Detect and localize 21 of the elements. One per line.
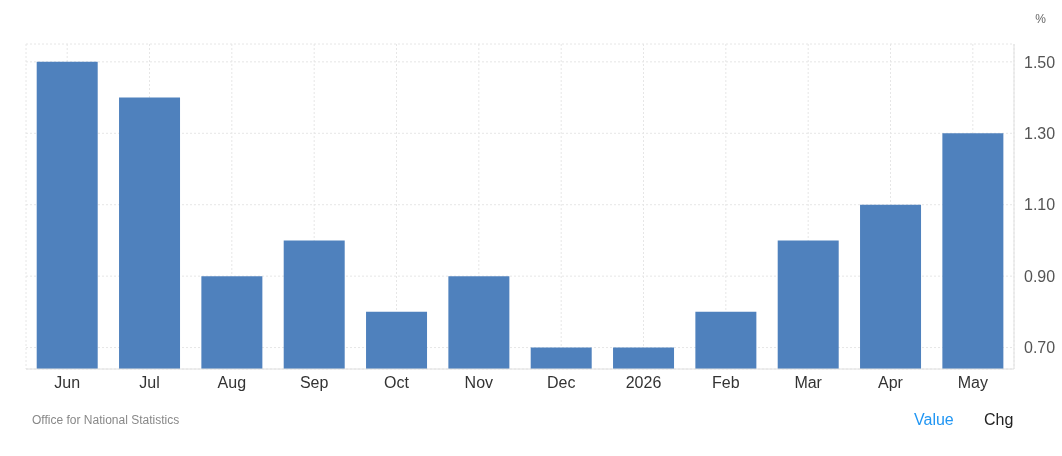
x-tick-label: Dec [546, 374, 576, 392]
x-tick-label: Aug [217, 374, 247, 392]
text: Chg [984, 411, 1014, 429]
y-axis-title: % [1035, 12, 1046, 26]
text: Value [914, 411, 954, 429]
y-tick-label: 0.70 [1024, 339, 1056, 357]
x-tick-label: Sep [299, 374, 329, 392]
x-tick-label: Apr [878, 374, 904, 392]
y-tick-label: 0.90 [1024, 267, 1056, 285]
x-tick-label: Jul [139, 374, 160, 392]
x-tick-label: Jun [54, 374, 81, 392]
y-tick-label: 1.50 [1024, 53, 1056, 71]
x-tick-label: Mar [794, 374, 823, 392]
text: Office for National Statistics [32, 413, 180, 427]
x-tick-label: Nov [464, 374, 494, 392]
y-tick-label: 1.30 [1024, 124, 1056, 142]
x-tick-label: May [957, 374, 988, 392]
x-tick-label: Oct [384, 374, 410, 392]
x-tick-label: 2026 [625, 374, 662, 392]
x-tick-label: Feb [712, 374, 740, 392]
y-tick-label: 1.10 [1024, 196, 1056, 214]
